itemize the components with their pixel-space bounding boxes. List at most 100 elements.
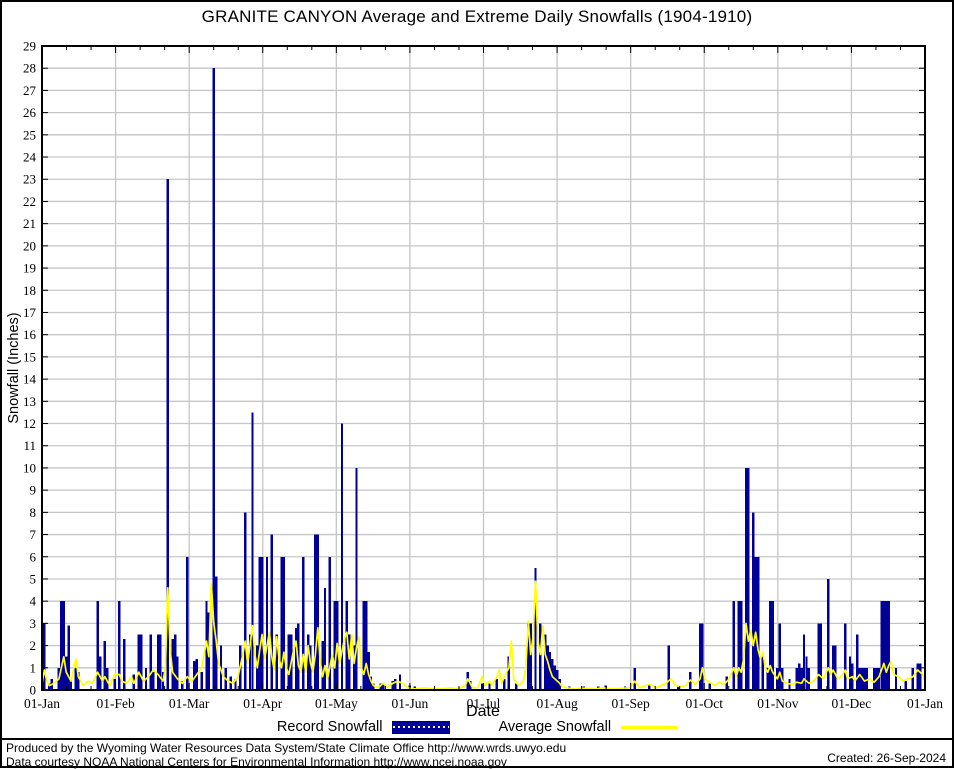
y-tick-label: 4 xyxy=(30,594,37,609)
record-snowfall-bar xyxy=(546,646,548,690)
x-tick-label: 01-Jan xyxy=(907,696,943,711)
y-tick-label: 27 xyxy=(23,83,37,98)
record-snowfall-bar xyxy=(709,683,711,690)
record-snowfall-bar xyxy=(365,601,367,690)
record-snowfall-bar xyxy=(140,635,142,691)
record-snowfall-bar xyxy=(138,635,140,691)
record-snowfall-bar xyxy=(261,557,263,690)
y-tick-label: 17 xyxy=(23,305,37,320)
record-snowfall-bar xyxy=(539,623,541,690)
x-tick-label: 01-Nov xyxy=(757,696,798,711)
record-snowfall-bar xyxy=(769,601,771,690)
record-snowfall-bar xyxy=(895,668,897,690)
record-snowfall-bar xyxy=(796,668,798,690)
average-snowfall-line-icon xyxy=(621,726,677,729)
record-snowfall-bar xyxy=(808,668,810,690)
y-tick-label: 1 xyxy=(30,660,37,675)
record-snowfall-bar xyxy=(883,601,885,690)
y-tick-label: 5 xyxy=(30,571,37,586)
legend-item-average: Average Snowfall xyxy=(498,719,677,735)
legend: Record Snowfall Average Snowfall xyxy=(0,717,954,737)
record-snowfall-bar xyxy=(321,641,323,690)
record-snowfall-bar xyxy=(176,657,178,690)
record-snowfall-bar xyxy=(733,601,735,690)
record-snowfall-bar xyxy=(314,535,316,690)
y-tick-label: 8 xyxy=(30,505,37,520)
y-tick-label: 20 xyxy=(23,238,36,253)
x-tick-label: 01-May xyxy=(315,696,358,711)
x-tick-label: 01-Sep xyxy=(612,696,650,711)
record-snowfall-bar xyxy=(251,412,253,690)
y-tick-label: 18 xyxy=(23,283,36,298)
y-tick-label: 11 xyxy=(23,438,36,453)
record-snowfall-bar xyxy=(856,635,858,691)
record-snowfall-bar xyxy=(99,657,101,690)
y-tick-label: 16 xyxy=(23,327,37,342)
record-snowfall-bar xyxy=(67,626,69,690)
y-tick-label: 29 xyxy=(23,39,36,54)
record-snowfall-bar xyxy=(60,601,62,690)
record-snowfall-bar xyxy=(798,663,800,690)
record-snowfall-bar xyxy=(159,635,161,691)
record-snowfall-bar xyxy=(259,557,261,690)
record-snowfall-bar xyxy=(288,635,290,691)
record-snowfall-bar xyxy=(771,601,773,690)
record-snowfall-bar xyxy=(820,623,822,690)
record-snowfall-bar xyxy=(740,601,742,690)
record-snowfall-bar xyxy=(63,601,65,690)
record-snowfall-bar xyxy=(904,681,906,690)
x-tick-label: 01-Jan xyxy=(24,696,60,711)
record-snowfall-bar xyxy=(834,646,836,690)
record-snowfall-bar xyxy=(738,601,740,690)
y-tick-label: 23 xyxy=(23,172,36,187)
record-snowfall-bar xyxy=(302,557,304,690)
record-snowfall-bar xyxy=(266,557,268,690)
y-tick-label: 15 xyxy=(23,349,36,364)
record-snowfall-bar xyxy=(363,601,365,690)
y-tick-label: 28 xyxy=(23,61,36,76)
y-tick-label: 12 xyxy=(23,416,36,431)
footer-credit-wrds: Produced by the Wyoming Water Resources … xyxy=(6,742,948,756)
record-snowfall-bar xyxy=(394,679,396,690)
record-snowfall-bar xyxy=(805,657,807,690)
record-snowfall-bar xyxy=(201,672,203,690)
x-tick-label: 01-Dec xyxy=(832,696,872,711)
record-snowfall-bar xyxy=(157,635,159,691)
y-tick-label: 21 xyxy=(23,216,36,231)
record-snowfall-bar xyxy=(667,646,669,690)
record-snowfall-bar xyxy=(917,663,919,690)
y-tick-label: 3 xyxy=(30,616,37,631)
y-tick-label: 9 xyxy=(30,483,37,498)
record-snowfall-bar xyxy=(186,557,188,690)
legend-label-average: Average Snowfall xyxy=(498,719,611,735)
y-tick-label: 26 xyxy=(23,105,37,120)
record-snowfall-bar xyxy=(745,468,747,690)
record-snowfall-bar xyxy=(324,588,326,690)
record-snowfall-bar xyxy=(43,623,45,690)
record-snowfall-swatch-icon xyxy=(392,721,450,734)
record-snowfall-bar xyxy=(880,601,882,690)
y-tick-label: 6 xyxy=(30,549,37,564)
record-snowfall-bar xyxy=(859,668,861,690)
record-snowfall-bar xyxy=(757,557,759,690)
record-snowfall-bar xyxy=(634,668,636,690)
y-tick-label: 24 xyxy=(23,150,37,165)
record-snowfall-bar xyxy=(334,601,336,690)
record-snowfall-bar xyxy=(827,579,829,690)
record-snowfall-bar xyxy=(152,672,154,690)
record-snowfall-bar xyxy=(832,646,834,690)
record-snowfall-bar xyxy=(817,623,819,690)
record-snowfall-bar xyxy=(317,535,319,690)
record-snowfall-bar xyxy=(779,623,781,690)
footer-credit-noaa: Data courtesy NOAA National Centers for … xyxy=(6,756,948,769)
record-snowfall-bar xyxy=(244,512,246,690)
record-snowfall-bar xyxy=(104,641,106,690)
record-snowfall-bar xyxy=(849,657,851,690)
y-tick-label: 7 xyxy=(30,527,37,542)
y-tick-label: 25 xyxy=(23,127,36,142)
legend-item-record: Record Snowfall xyxy=(277,719,451,735)
record-snowfall-bar xyxy=(496,679,498,690)
record-snowfall-bar xyxy=(283,557,285,690)
record-snowfall-bar xyxy=(701,623,703,690)
footer: Produced by the Wyoming Water Resources … xyxy=(0,738,954,768)
